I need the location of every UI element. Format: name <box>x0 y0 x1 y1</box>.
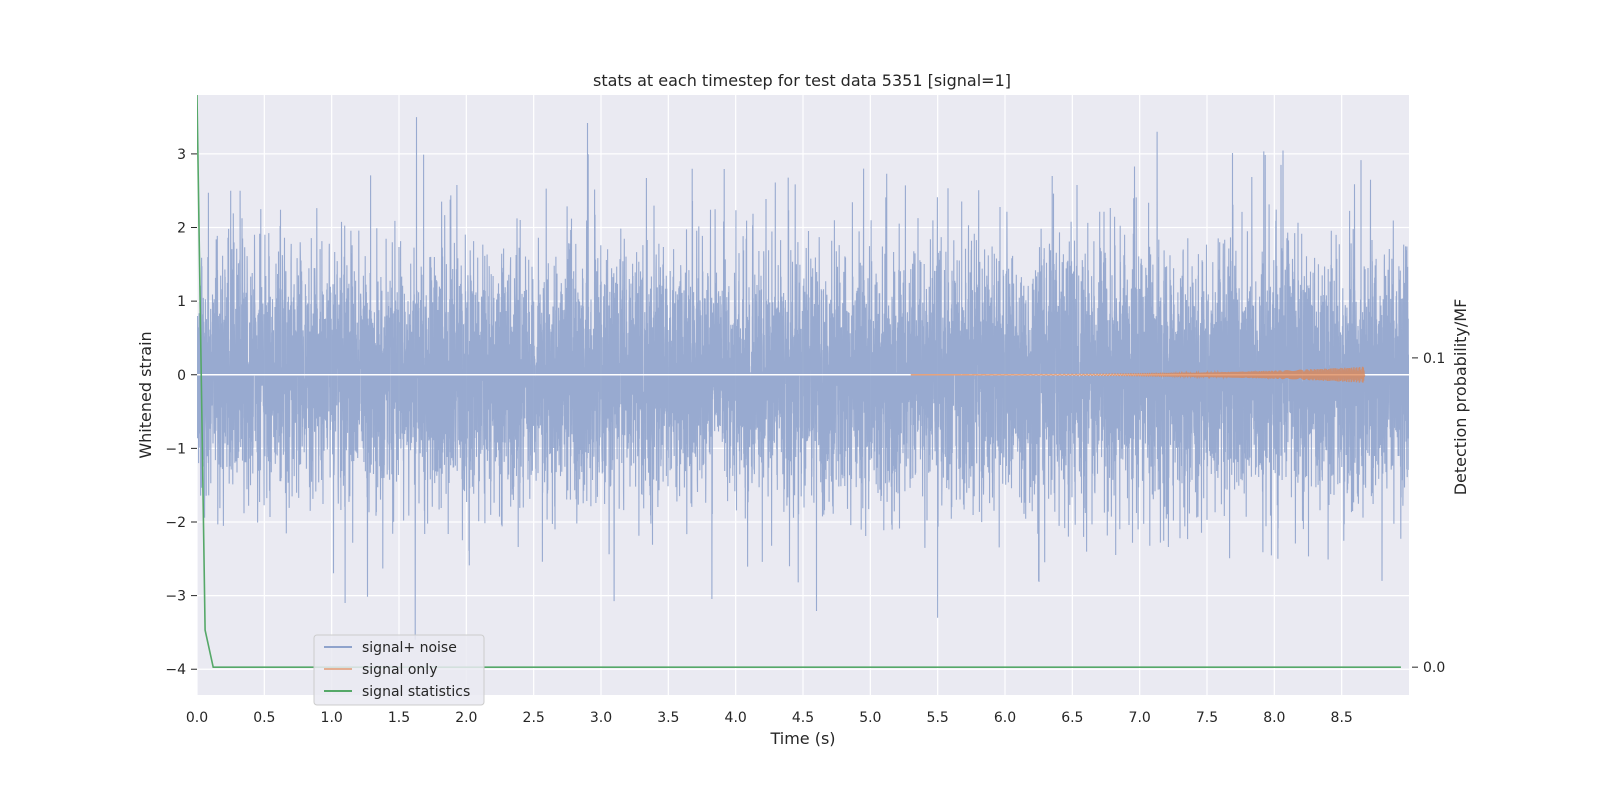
x-tick-label: 1.5 <box>388 710 410 726</box>
legend-label: signal only <box>362 662 437 678</box>
x-axis-label: Time (s) <box>769 729 835 748</box>
series-layer <box>197 95 1409 668</box>
x-tick-label: 6.0 <box>994 710 1016 726</box>
x-tick-label: 6.5 <box>1061 710 1083 726</box>
x-tick-label: 0.5 <box>253 710 275 726</box>
x-tick-label: 8.5 <box>1331 710 1353 726</box>
y-tick-label: 0 <box>177 368 186 384</box>
x-tick-label: 5.0 <box>859 710 881 726</box>
x-tick-label: 7.0 <box>1129 710 1151 726</box>
y-tick-label: 1 <box>177 294 186 310</box>
series-line-signal-only <box>910 366 1366 383</box>
x-tick-label: 4.0 <box>725 710 747 726</box>
y2-axis: 0.0 0.1 <box>1412 351 1445 676</box>
y-axis: −4 −3 −2 −1 0 1 2 3 <box>165 147 197 678</box>
y2-axis-label: Detection probability/MF <box>1451 299 1470 496</box>
series-line-signal-noise <box>197 117 1409 640</box>
chart-title: stats at each timestep for test data 535… <box>593 71 1011 90</box>
legend: signal+ noise signal only signal statist… <box>313 634 485 706</box>
x-tick-label: 3.0 <box>590 710 612 726</box>
x-tick-label: 2.0 <box>455 710 477 726</box>
x-axis: 0.0 0.5 1.0 1.5 2.0 2.5 3.0 3.5 4.0 4.5 5.0 5.5 6.0 6… <box>186 710 1353 726</box>
y2-tick-label: 0.0 <box>1423 660 1445 676</box>
x-tick-label: 5.5 <box>927 710 949 726</box>
x-tick-label: 3.5 <box>657 710 679 726</box>
y-tick-label: −4 <box>165 662 186 678</box>
y-tick-label: 3 <box>177 147 186 163</box>
y-tick-label: −1 <box>165 441 186 457</box>
y-tick-label: −2 <box>165 515 186 531</box>
x-tick-label: 4.5 <box>792 710 814 726</box>
legend-item-signal-only: signal only <box>324 662 437 678</box>
y-axis-label: Whitened strain <box>136 331 155 458</box>
legend-label: signal statistics <box>362 684 470 700</box>
legend-box <box>313 634 485 706</box>
legend-item-signal-noise: signal+ noise <box>324 640 457 656</box>
y-tick-label: −3 <box>165 589 186 605</box>
series-line-signal-statistics <box>197 95 1401 668</box>
x-tick-label: 0.0 <box>186 710 208 726</box>
legend-item-signal-statistics: signal statistics <box>324 684 470 700</box>
x-tick-label: 7.5 <box>1196 710 1218 726</box>
x-tick-label: 1.0 <box>321 710 343 726</box>
y2-tick-label: 0.1 <box>1423 351 1445 367</box>
y-tick-label: 2 <box>177 221 186 237</box>
legend-label: signal+ noise <box>362 640 457 656</box>
x-tick-label: 8.0 <box>1263 710 1285 726</box>
x-tick-label: 2.5 <box>523 710 545 726</box>
